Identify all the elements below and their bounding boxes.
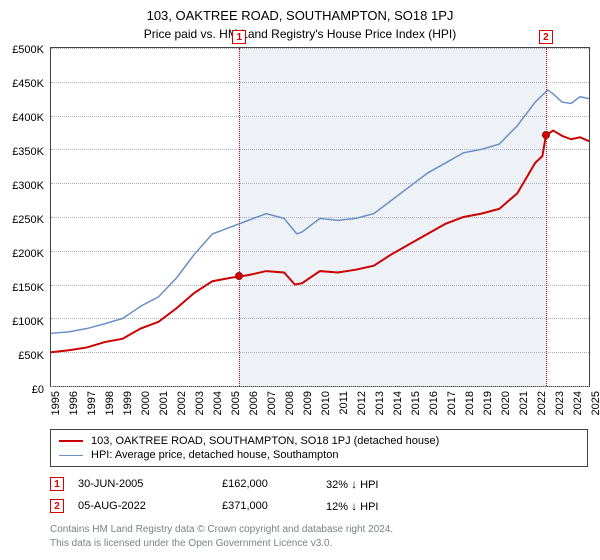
marker-dot (542, 131, 550, 139)
x-tick-label: 1996 (68, 391, 80, 415)
series-subject (51, 131, 589, 353)
x-tick-label: 2006 (248, 391, 260, 415)
x-tick-label: 2013 (374, 391, 386, 415)
x-tick-label: 2001 (158, 391, 170, 415)
x-tick-label: 2018 (464, 391, 476, 415)
y-tick-label: £450K (12, 78, 44, 90)
x-tick-label: 2011 (338, 391, 350, 415)
sale-diff: 12% ↓ HPI (326, 499, 436, 513)
x-tick-label: 1997 (86, 391, 98, 415)
down-arrow-icon: ↓ (351, 477, 357, 491)
x-tick-label: 2012 (356, 391, 368, 415)
y-tick-label: £350K (12, 146, 44, 158)
y-tick-label: £150K (12, 282, 44, 294)
marker-line (546, 48, 547, 386)
x-tick-label: 2019 (482, 391, 494, 415)
x-axis: 1995 1996 1997 1998 1999 2000 2001 2002 2003 2004… (50, 387, 590, 429)
sale-row: 2 05-AUG-2022 £371,000 12% ↓ HPI (50, 495, 588, 517)
y-tick-label: £300K (12, 180, 44, 192)
sale-diff: 32% ↓ HPI (326, 477, 436, 491)
x-tick-label: 2007 (266, 391, 278, 415)
marker-dot (235, 272, 243, 280)
x-tick-label: 2015 (410, 391, 422, 415)
plot-area: 12 (50, 47, 590, 387)
x-tick-label: 2014 (392, 391, 404, 415)
marker-box: 1 (232, 30, 246, 44)
sale-marker: 1 (50, 477, 64, 491)
attribution: Contains HM Land Registry data © Crown c… (50, 523, 588, 550)
y-tick-label: £50K (18, 350, 44, 362)
sales-table: 1 30-JUN-2005 £162,000 32% ↓ HPI 2 05-AUG-202… (0, 473, 600, 517)
legend-swatch-subject (59, 440, 83, 442)
attribution-line1: Contains HM Land Registry data © Crown c… (50, 523, 588, 537)
x-tick-label: 1995 (50, 391, 62, 415)
x-tick-label: 2010 (320, 391, 332, 415)
x-tick-label: 2017 (446, 391, 458, 415)
x-tick-label: 2016 (428, 391, 440, 415)
sale-row: 1 30-JUN-2005 £162,000 32% ↓ HPI (50, 473, 588, 495)
x-tick-label: 1998 (104, 391, 116, 415)
x-tick-label: 2000 (140, 391, 152, 415)
y-tick-label: £400K (12, 112, 44, 124)
x-tick-label: 2002 (176, 391, 188, 415)
x-tick-label: 1999 (122, 391, 134, 415)
attribution-line2: This data is licensed under the Open Gov… (50, 537, 588, 551)
legend-label-hpi: HPI: Average price, detached house, Sout… (91, 449, 338, 461)
y-tick-label: £100K (12, 316, 44, 328)
sale-date: 30-JUN-2005 (78, 478, 208, 490)
x-tick-label: 2021 (518, 391, 530, 415)
y-tick-label: £200K (12, 248, 44, 260)
y-tick-label: £0 (32, 384, 44, 396)
sale-date: 05-AUG-2022 (78, 500, 208, 512)
chart-subtitle: Price paid vs. HM Land Registry's House … (0, 23, 600, 47)
down-arrow-icon: ↓ (351, 499, 357, 513)
y-axis: £0£50K£100K£150K£200K£250K£300K£350K£400… (0, 50, 48, 390)
x-tick-label: 2024 (572, 391, 584, 415)
legend-swatch-hpi (59, 455, 83, 456)
x-tick-label: 2008 (284, 391, 296, 415)
sale-marker: 2 (50, 499, 64, 513)
x-tick-label: 2023 (554, 391, 566, 415)
x-tick-label: 2004 (212, 391, 224, 415)
chart-container: 103, OAKTREE ROAD, SOUTHAMPTON, SO18 1PJ… (0, 0, 600, 560)
legend-row-subject: 103, OAKTREE ROAD, SOUTHAMPTON, SO18 1PJ… (59, 434, 579, 448)
chart-title: 103, OAKTREE ROAD, SOUTHAMPTON, SO18 1PJ (0, 0, 600, 23)
marker-box: 2 (539, 30, 553, 44)
marker-line (239, 48, 240, 386)
series-hpi (51, 90, 589, 333)
legend-label-subject: 103, OAKTREE ROAD, SOUTHAMPTON, SO18 1PJ… (91, 435, 439, 447)
sale-price: £371,000 (222, 500, 312, 512)
sale-price: £162,000 (222, 478, 312, 490)
chart-svg (51, 48, 589, 386)
x-tick-label: 2009 (302, 391, 314, 415)
y-tick-label: £250K (12, 214, 44, 226)
x-tick-label: 2025 (590, 391, 600, 415)
y-tick-label: £500K (12, 44, 44, 56)
x-tick-label: 2005 (230, 391, 242, 415)
x-tick-label: 2003 (194, 391, 206, 415)
legend-row-hpi: HPI: Average price, detached house, Sout… (59, 448, 579, 462)
x-tick-label: 2022 (536, 391, 548, 415)
x-tick-label: 2020 (500, 391, 512, 415)
legend: 103, OAKTREE ROAD, SOUTHAMPTON, SO18 1PJ… (50, 429, 588, 467)
